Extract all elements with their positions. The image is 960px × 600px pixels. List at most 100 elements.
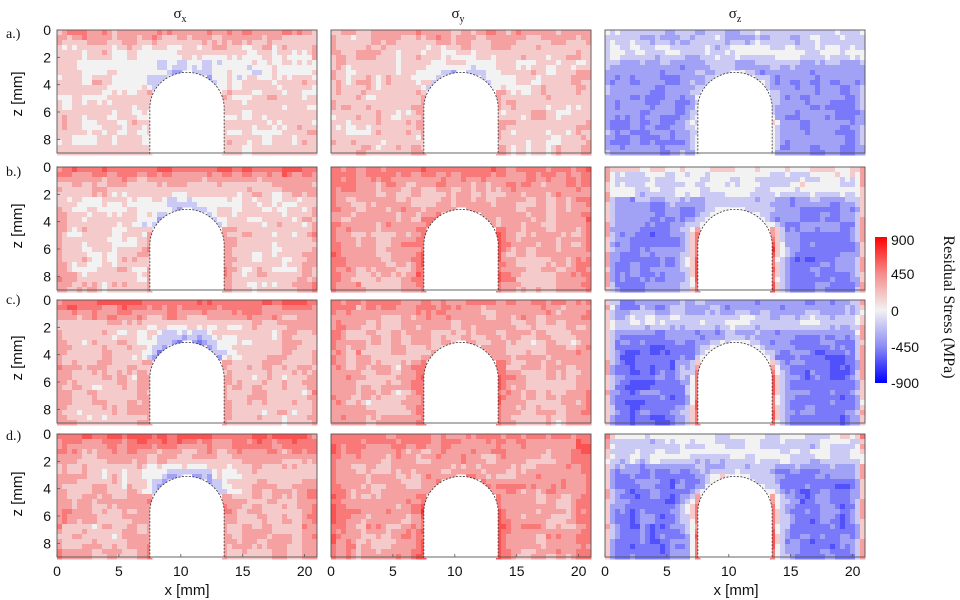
x-tick-label: 10 — [721, 563, 737, 579]
panel-r3-c2 — [604, 433, 866, 560]
row-label-a: a.) — [6, 27, 21, 42]
x-tick-label: 20 — [297, 563, 313, 579]
row-label-d: d.) — [6, 429, 22, 444]
y-tick-label: 6 — [43, 508, 51, 524]
panel-r0-c2 — [604, 29, 866, 156]
panel-frame — [56, 433, 318, 558]
cutout-outline — [423, 476, 499, 558]
cutout-shape — [423, 209, 499, 291]
panel-frame — [56, 299, 318, 424]
colorbar-tick-450: 450 — [891, 266, 915, 282]
y-axis-label-row-c: z [mm] — [9, 336, 26, 381]
cutout-shape — [423, 476, 499, 558]
cutout-shape — [149, 342, 225, 424]
y-tick-label: 8 — [43, 268, 51, 284]
panel-r0-c1 — [330, 29, 592, 156]
cutout-outline — [149, 342, 225, 424]
panel-r1-c1 — [330, 166, 592, 293]
cutout-outline — [149, 209, 225, 291]
y-tick-label: 2 — [43, 186, 51, 202]
x-axis-label-col-3: x [mm] — [714, 582, 759, 599]
cutout-shape — [423, 342, 499, 424]
panel-r2-c2 — [604, 299, 866, 426]
y-tick-label: 6 — [43, 104, 51, 120]
colorbar-tick-0: 0 — [891, 303, 899, 319]
y-tick-label: 8 — [43, 401, 51, 417]
colorbar: 900 450 0 -450 -900 Residual Stress (MPa… — [875, 232, 957, 391]
cutout-outline — [697, 209, 773, 291]
cutout-shape — [697, 72, 773, 154]
x-tick-label: 15 — [235, 563, 251, 579]
y-tick-label: 2 — [43, 49, 51, 65]
panel-frame — [330, 29, 592, 154]
y-tick-label: 0 — [43, 22, 51, 38]
y-tick-label: 6 — [43, 241, 51, 257]
x-axis-label-col-1: x [mm] — [165, 582, 210, 599]
y-tick-label: 0 — [43, 426, 51, 442]
y-tick-label: 0 — [43, 292, 51, 308]
x-tick-label: 20 — [571, 563, 587, 579]
y-axis-label-row-a: z [mm] — [9, 72, 26, 117]
row-label-b: b.) — [6, 165, 22, 180]
cutout-shape — [423, 72, 499, 154]
cutout-shape — [697, 209, 773, 291]
cutout-outline — [423, 342, 499, 424]
panel-frame — [604, 433, 866, 558]
panel-frame — [604, 299, 866, 424]
panel-r1-c2 — [604, 166, 866, 293]
colorbar-tick-minus-900: -900 — [891, 375, 919, 391]
panel-frame — [56, 166, 318, 291]
colorbar-gradient — [875, 237, 887, 383]
column-title-sigma-z: σz — [729, 6, 742, 25]
cutout-shape — [149, 72, 225, 154]
cutout-outline — [697, 72, 773, 154]
panel-r1-c0 — [56, 166, 318, 293]
y-tick-label: 6 — [43, 374, 51, 390]
cutout-outline — [423, 209, 499, 291]
x-tick-label: 15 — [783, 563, 799, 579]
colorbar-tick-900: 900 — [891, 232, 915, 248]
y-tick-label: 4 — [43, 347, 51, 363]
x-tick-label: 0 — [53, 563, 61, 579]
cutout-outline — [149, 476, 225, 558]
cutout-shape — [697, 476, 773, 558]
cutout-shape — [149, 476, 225, 558]
x-tick-label: 10 — [173, 563, 189, 579]
y-tick-label: 2 — [43, 453, 51, 469]
y-tick-label: 0 — [43, 159, 51, 175]
x-tick-label: 5 — [663, 563, 671, 579]
x-tick-label: 5 — [389, 563, 397, 579]
y-tick-label: 4 — [43, 214, 51, 230]
x-tick-label: 15 — [509, 563, 525, 579]
column-title-sigma-x: σx — [173, 6, 186, 25]
panel-frame — [330, 166, 592, 291]
y-tick-label: 4 — [43, 77, 51, 93]
column-title-sigma-y: σy — [451, 6, 464, 25]
panel-frame — [330, 433, 592, 558]
cutout-outline — [423, 72, 499, 154]
colorbar-label: Residual Stress (MPa) — [940, 235, 957, 378]
cutout-outline — [697, 476, 773, 558]
cutout-outline — [697, 342, 773, 424]
panel-frame — [330, 299, 592, 424]
x-tick-label: 5 — [115, 563, 123, 579]
cutout-outline — [149, 72, 225, 154]
y-tick-label: 4 — [43, 481, 51, 497]
cutout-shape — [697, 342, 773, 424]
x-tick-label: 20 — [845, 563, 861, 579]
colorbar-tick-minus-450: -450 — [891, 339, 919, 355]
panel-r3-c0 — [56, 433, 318, 560]
panel-r3-c1 — [330, 433, 592, 560]
cutout-shape — [149, 209, 225, 291]
x-tick-label: 0 — [601, 563, 609, 579]
x-tick-label: 10 — [447, 563, 463, 579]
y-axis-label-row-d: z [mm] — [9, 472, 26, 517]
panel-frame — [604, 166, 866, 291]
panel-frame — [604, 29, 866, 154]
panel-r2-c1 — [330, 299, 592, 426]
y-tick-label: 8 — [43, 535, 51, 551]
y-tick-label: 2 — [43, 319, 51, 335]
panels-layer — [56, 29, 866, 560]
